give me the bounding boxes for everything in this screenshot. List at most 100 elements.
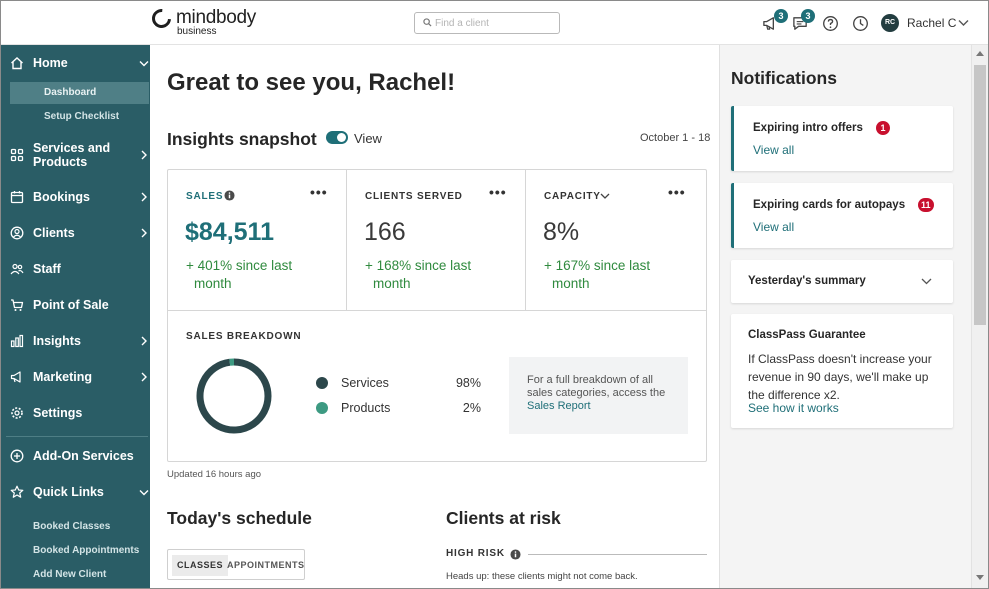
chevron-down-icon <box>139 490 149 496</box>
toggle-label: View <box>354 131 382 146</box>
sidebar-item-marketing[interactable]: Marketing <box>0 363 150 391</box>
see-how-it-works-link[interactable]: See how it works <box>748 401 839 415</box>
classpass-body: If ClassPass doesn't increase your reven… <box>748 352 932 402</box>
user-circle-icon <box>10 226 24 240</box>
clock-icon <box>853 16 868 31</box>
insights-title: Insights snapshot <box>167 129 317 149</box>
kpi-label: CLIENTS SERVED <box>365 191 463 202</box>
sidebar-item-point-of-sale[interactable]: Point of Sale <box>0 291 150 319</box>
sidebar-divider <box>6 436 148 437</box>
page-scrollbar[interactable] <box>971 45 988 588</box>
scroll-down-arrow-icon[interactable] <box>976 575 984 580</box>
kpi-delta: + 401% since last month <box>186 257 336 293</box>
sidebar-item-settings[interactable]: Settings <box>0 399 150 427</box>
sidebar-item-label: Quick Links <box>33 485 104 499</box>
announcements-button[interactable]: 3 <box>762 9 788 32</box>
kpi-delta-line: month <box>552 276 590 291</box>
schedule-tabs: CLASSES APPOINTMENTS <box>167 549 305 580</box>
kpi-delta-line: + 167% since last <box>544 258 651 273</box>
tab-classes[interactable]: CLASSES <box>172 555 229 576</box>
sidebar-item-home[interactable]: Home <box>0 49 150 77</box>
quick-link-add-new-client[interactable]: Add New Client <box>33 569 107 580</box>
quick-link-booked-classes[interactable]: Booked Classes <box>33 521 111 532</box>
insights-view-toggle[interactable] <box>326 131 348 144</box>
more-options-button[interactable]: ••• <box>489 184 507 200</box>
sidebar-item-label: Settings <box>33 406 83 420</box>
legend-products-label: Products <box>341 401 391 415</box>
sidebar-item-addon-services[interactable]: Add-On Services <box>0 442 150 470</box>
logo-subtext: business <box>177 26 217 37</box>
scroll-up-arrow-icon[interactable] <box>976 51 984 56</box>
sidebar-item-label: Insights <box>33 334 81 348</box>
chevron-down-icon <box>139 61 149 67</box>
messages-button[interactable]: 3 <box>792 9 815 32</box>
legend-services-dot <box>316 377 328 389</box>
sidebar-subitem-setup-checklist[interactable]: Setup Checklist <box>44 111 120 122</box>
scrollbar-thumb[interactable] <box>974 65 986 325</box>
plus-circle-icon <box>10 449 24 463</box>
messages-badge: 3 <box>801 9 815 23</box>
tab-appointments[interactable]: APPOINTMENTS <box>227 560 305 570</box>
mindbody-logo[interactable]: mindbody business <box>148 5 270 38</box>
client-search[interactable] <box>414 12 560 34</box>
sidebar-item-quick-links[interactable]: Quick Links <box>0 478 150 506</box>
section-divider <box>528 554 707 555</box>
callout-text: For a full breakdown of all sales catego… <box>527 374 666 399</box>
sidebar-item-label: Home <box>33 56 68 70</box>
megaphone-icon <box>10 371 21 383</box>
kpi-sales: SALES ••• $84,511 + 401% since last mont… <box>168 170 347 311</box>
recent-activity-button[interactable] <box>852 12 872 32</box>
notification-title: Expiring intro offers <box>753 122 863 134</box>
notification-autopay-cards: Expiring cards for autopays 11 View all <box>731 183 953 248</box>
help-button[interactable] <box>822 12 842 32</box>
user-avatar[interactable]: RC <box>881 14 899 32</box>
dashboard-main: Great to see you, Rachel! Insights snaps… <box>150 45 719 589</box>
search-input[interactable] <box>435 15 555 31</box>
cart-icon <box>11 299 24 311</box>
chevron-right-icon <box>141 372 147 382</box>
view-all-link[interactable]: View all <box>753 143 795 157</box>
sidebar-subitem-dashboard[interactable]: Dashboard <box>10 82 149 104</box>
chevron-down-icon[interactable] <box>600 193 610 200</box>
user-name[interactable]: Rachel C <box>907 16 957 30</box>
sidebar-item-insights[interactable]: Insights <box>0 327 150 355</box>
page-title: Great to see you, Rachel! <box>167 69 456 96</box>
schedule-title: Today's schedule <box>167 508 312 528</box>
more-options-button[interactable]: ••• <box>668 184 686 200</box>
donut-slice-services <box>196 358 272 434</box>
sales-report-link[interactable]: Sales Report <box>527 400 591 412</box>
info-icon[interactable] <box>224 190 235 201</box>
summary-title: Yesterday's summary <box>748 275 866 287</box>
sidebar-item-label: Point of Sale <box>33 298 109 312</box>
megaphone-icon <box>763 17 774 30</box>
info-icon[interactable] <box>510 549 521 560</box>
sidebar-item-services-products[interactable]: Services and Products <box>0 140 150 170</box>
notification-count-badge: 1 <box>876 121 890 135</box>
sidebar-item-label: Bookings <box>33 190 90 204</box>
user-menu-chevron-icon[interactable] <box>958 19 969 27</box>
chevron-right-icon <box>141 336 147 346</box>
sales-breakdown-donut <box>196 358 272 434</box>
sidebar-item-staff[interactable]: Staff <box>0 255 150 283</box>
kpi-delta-line: + 168% since last <box>365 258 472 273</box>
quick-link-booked-appointments[interactable]: Booked Appointments <box>33 545 140 556</box>
classpass-guarantee-card: ClassPass Guarantee If ClassPass doesn't… <box>731 314 953 428</box>
updated-timestamp: Updated 16 hours ago <box>167 469 262 480</box>
more-options-button[interactable]: ••• <box>310 184 328 200</box>
gear-icon <box>11 407 23 419</box>
kpi-value: $84,511 <box>185 218 274 246</box>
announcements-badge: 3 <box>774 9 788 23</box>
legend-services-pct: 98% <box>455 376 481 390</box>
sidebar-item-label: Products <box>33 155 88 169</box>
view-all-link[interactable]: View all <box>753 220 795 234</box>
date-range[interactable]: October 1 - 18 <box>640 132 711 144</box>
yesterdays-summary-accordion[interactable]: Yesterday's summary <box>731 260 953 303</box>
sales-report-callout: For a full breakdown of all sales catego… <box>509 357 688 434</box>
sidebar-item-bookings[interactable]: Bookings <box>0 183 150 211</box>
clients-at-risk-title: Clients at risk <box>446 508 561 528</box>
classpass-title: ClassPass Guarantee <box>748 329 866 341</box>
notification-count-badge: 11 <box>918 198 934 212</box>
sidebar-item-clients[interactable]: Clients <box>0 219 150 247</box>
grid-icon <box>10 148 24 162</box>
legend-products-pct: 2% <box>462 401 481 415</box>
